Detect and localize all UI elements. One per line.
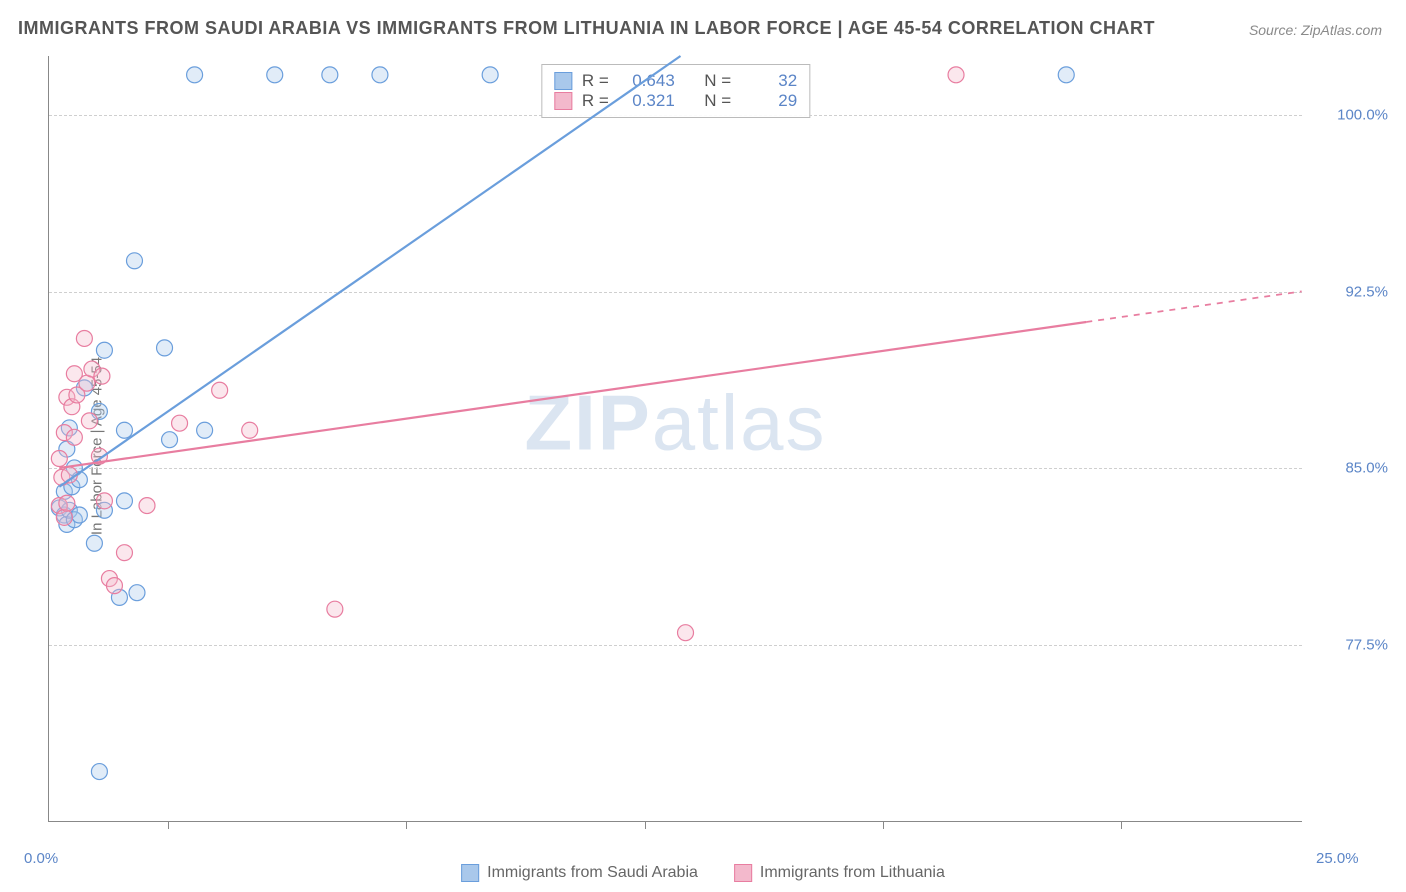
legend-item-lithuania: Immigrants from Lithuania bbox=[734, 864, 945, 882]
data-point bbox=[197, 422, 213, 438]
data-point bbox=[678, 625, 694, 641]
x-tick bbox=[1121, 821, 1122, 829]
data-point bbox=[187, 67, 203, 83]
data-point bbox=[129, 585, 145, 601]
trend-line bbox=[59, 56, 680, 487]
y-tick-label: 92.5% bbox=[1345, 283, 1388, 300]
legend-label-saudi: Immigrants from Saudi Arabia bbox=[487, 864, 698, 882]
chart-container: IMMIGRANTS FROM SAUDI ARABIA VS IMMIGRAN… bbox=[0, 0, 1406, 892]
data-point bbox=[948, 67, 964, 83]
data-point bbox=[76, 330, 92, 346]
y-tick-label: 85.0% bbox=[1345, 460, 1388, 477]
data-point bbox=[59, 495, 75, 511]
y-tick-label: 100.0% bbox=[1337, 106, 1388, 123]
data-point bbox=[81, 413, 97, 429]
data-point bbox=[116, 493, 132, 509]
data-point bbox=[212, 382, 228, 398]
series-legend: Immigrants from Saudi Arabia Immigrants … bbox=[461, 864, 945, 882]
trend-line-extension bbox=[1086, 291, 1301, 322]
data-point bbox=[106, 578, 122, 594]
data-point bbox=[267, 67, 283, 83]
data-point bbox=[172, 415, 188, 431]
data-point bbox=[116, 422, 132, 438]
scatter-svg bbox=[49, 56, 1302, 821]
data-point bbox=[56, 509, 72, 525]
y-tick-label: 77.5% bbox=[1345, 637, 1388, 654]
data-point bbox=[66, 429, 82, 445]
data-point bbox=[94, 368, 110, 384]
data-point bbox=[96, 493, 112, 509]
data-point bbox=[96, 342, 112, 358]
data-point bbox=[327, 601, 343, 617]
chart-title: IMMIGRANTS FROM SAUDI ARABIA VS IMMIGRAN… bbox=[18, 18, 1155, 39]
x-tick bbox=[645, 821, 646, 829]
data-point bbox=[86, 535, 102, 551]
data-point bbox=[242, 422, 258, 438]
data-point bbox=[139, 498, 155, 514]
x-tick bbox=[168, 821, 169, 829]
data-point bbox=[372, 67, 388, 83]
data-point bbox=[91, 764, 107, 780]
legend-item-saudi: Immigrants from Saudi Arabia bbox=[461, 864, 698, 882]
source-prefix: Source: bbox=[1249, 22, 1301, 38]
data-point bbox=[116, 545, 132, 561]
data-point bbox=[126, 253, 142, 269]
source-link[interactable]: ZipAtlas.com bbox=[1301, 22, 1382, 38]
data-point bbox=[482, 67, 498, 83]
x-tick bbox=[883, 821, 884, 829]
data-point bbox=[162, 432, 178, 448]
legend-label-lithuania: Immigrants from Lithuania bbox=[760, 864, 945, 882]
x-axis-origin-label: 0.0% bbox=[24, 850, 58, 867]
data-point bbox=[71, 507, 87, 523]
x-axis-max-label: 25.0% bbox=[1316, 850, 1359, 867]
source-attribution: Source: ZipAtlas.com bbox=[1249, 22, 1382, 38]
data-point bbox=[157, 340, 173, 356]
data-point bbox=[1058, 67, 1074, 83]
legend-swatch-saudi bbox=[461, 864, 479, 882]
data-point bbox=[51, 451, 67, 467]
x-tick bbox=[406, 821, 407, 829]
data-point bbox=[322, 67, 338, 83]
plot-area: ZIPatlas 100.0%92.5%85.0%77.5% R = 0.643… bbox=[48, 56, 1302, 822]
legend-swatch-lithuania bbox=[734, 864, 752, 882]
